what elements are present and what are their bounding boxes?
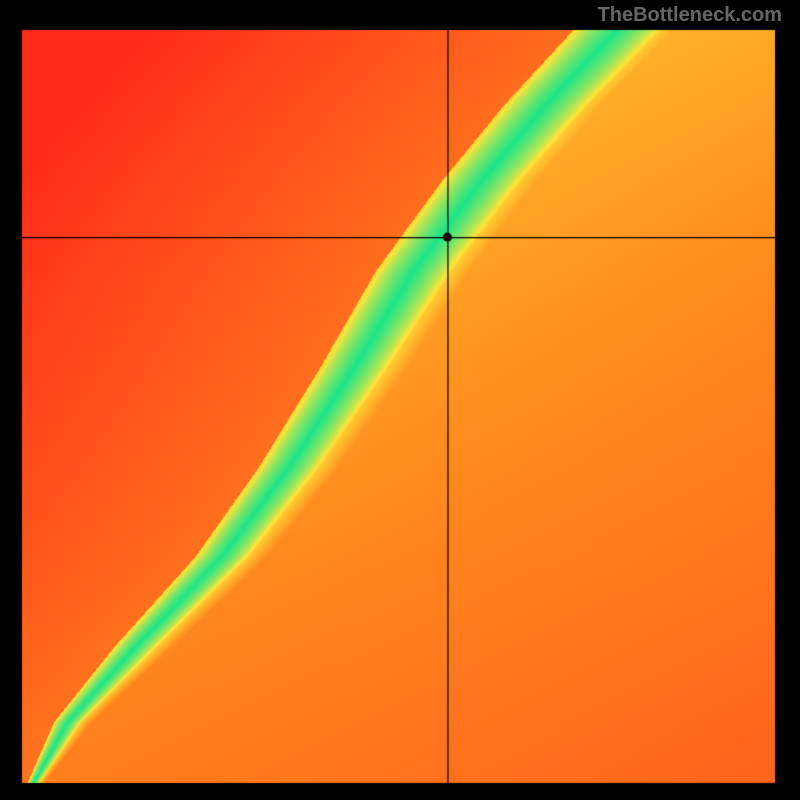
attribution-label: TheBottleneck.com bbox=[598, 4, 782, 27]
bottleneck-heatmap bbox=[0, 0, 800, 800]
